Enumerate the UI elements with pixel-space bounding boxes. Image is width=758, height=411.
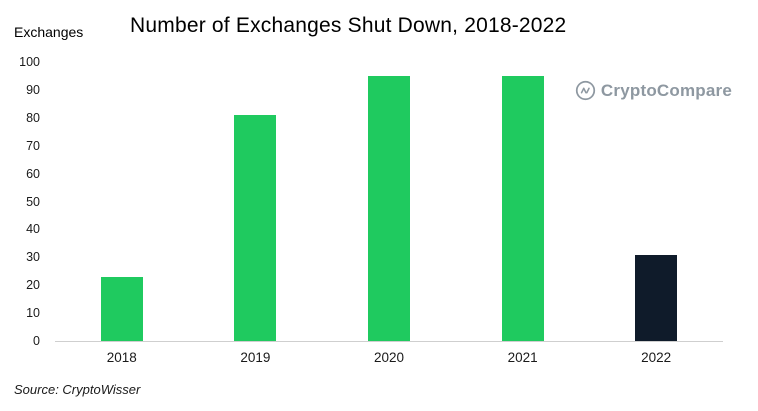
x-tick-label-2022: 2022 [641,350,672,365]
y-tick-label-50: 50 [26,194,40,209]
y-tick-label-80: 80 [26,110,40,125]
x-tick-label-2018: 2018 [106,350,137,365]
y-tick-label-100: 100 [19,55,40,69]
x-tick-label-2019: 2019 [240,350,271,365]
y-axis-title: Exchanges [14,24,84,40]
x-tick-label-2020: 2020 [373,350,404,365]
chart-title: Number of Exchanges Shut Down, 2018-2022 [130,14,567,37]
bar-2022 [635,255,678,341]
x-tick-label-2021: 2021 [507,350,538,365]
bar-2018 [100,277,143,341]
bar-2019 [234,115,277,341]
cryptocompare-circle-icon [575,80,596,101]
y-tick-label-10: 10 [26,306,40,321]
cryptocompare-logo: CryptoCompare [575,80,732,101]
y-tick-label-30: 30 [26,250,40,265]
y-axis-tick-labels: 100 90 80 70 60 50 40 30 20 10 0 [0,55,46,348]
x-axis-tick-labels: 2018 2019 2020 2021 2022 [55,350,723,370]
y-tick-label-60: 60 [26,166,40,181]
bar-2020 [368,76,410,341]
plot-area [55,62,723,342]
bar-2021 [501,76,544,341]
y-tick-label-90: 90 [26,82,40,97]
source-note: Source: CryptoWisser [14,382,141,397]
y-tick-label-40: 40 [26,222,40,237]
y-tick-label-0: 0 [33,334,40,348]
y-tick-label-70: 70 [26,138,40,153]
logo-text: CryptoCompare [600,80,732,100]
y-tick-label-20: 20 [26,278,40,293]
